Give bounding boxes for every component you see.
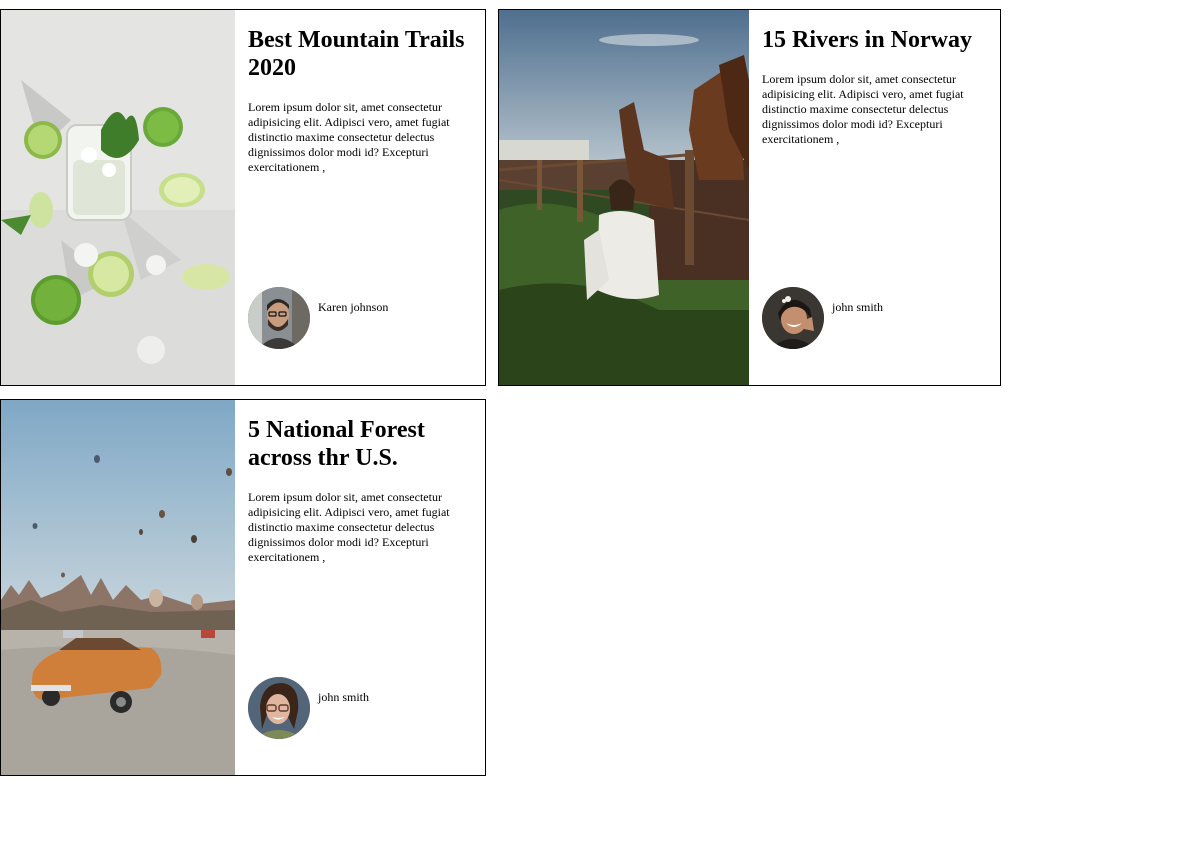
card-title[interactable]: 15 Rivers in Norway <box>762 27 972 53</box>
woman-with-horses-photo <box>499 10 749 385</box>
card-body: 5 National Forest across thr U.S. Lorem … <box>248 416 470 565</box>
card-title[interactable]: Best Mountain Trails 2020 <box>248 27 465 81</box>
author-name[interactable]: john smith <box>318 690 370 704</box>
article-card-1[interactable]: Best Mountain Trails 2020 Lorem ipsum do… <box>0 9 486 386</box>
card-body: Best Mountain Trails 2020 Lorem ipsum do… <box>248 26 470 175</box>
article-card-2[interactable]: 15 Rivers in Norway Lorem ipsum dolor si… <box>498 9 1001 386</box>
balloons-and-car-photo <box>1 400 235 775</box>
card-body: 15 Rivers in Norway Lorem ipsum dolor si… <box>762 26 984 147</box>
author-name[interactable]: Karen johnson <box>318 300 389 314</box>
limes-drink-photo <box>1 10 235 385</box>
bearded-man-avatar[interactable] <box>248 287 310 349</box>
article-card-3[interactable]: 5 National Forest across thr U.S. Lorem … <box>0 399 486 776</box>
smiling-woman-avatar[interactable] <box>762 287 824 349</box>
card-description: Lorem ipsum dolor sit, amet consectetur … <box>248 490 450 564</box>
card-description: Lorem ipsum dolor sit, amet consectetur … <box>248 100 450 174</box>
author-name[interactable]: john smith <box>832 300 884 314</box>
woman-with-glasses-avatar[interactable] <box>248 677 310 739</box>
card-description: Lorem ipsum dolor sit, amet consectetur … <box>762 72 964 146</box>
card-title[interactable]: 5 National Forest across thr U.S. <box>248 417 425 471</box>
